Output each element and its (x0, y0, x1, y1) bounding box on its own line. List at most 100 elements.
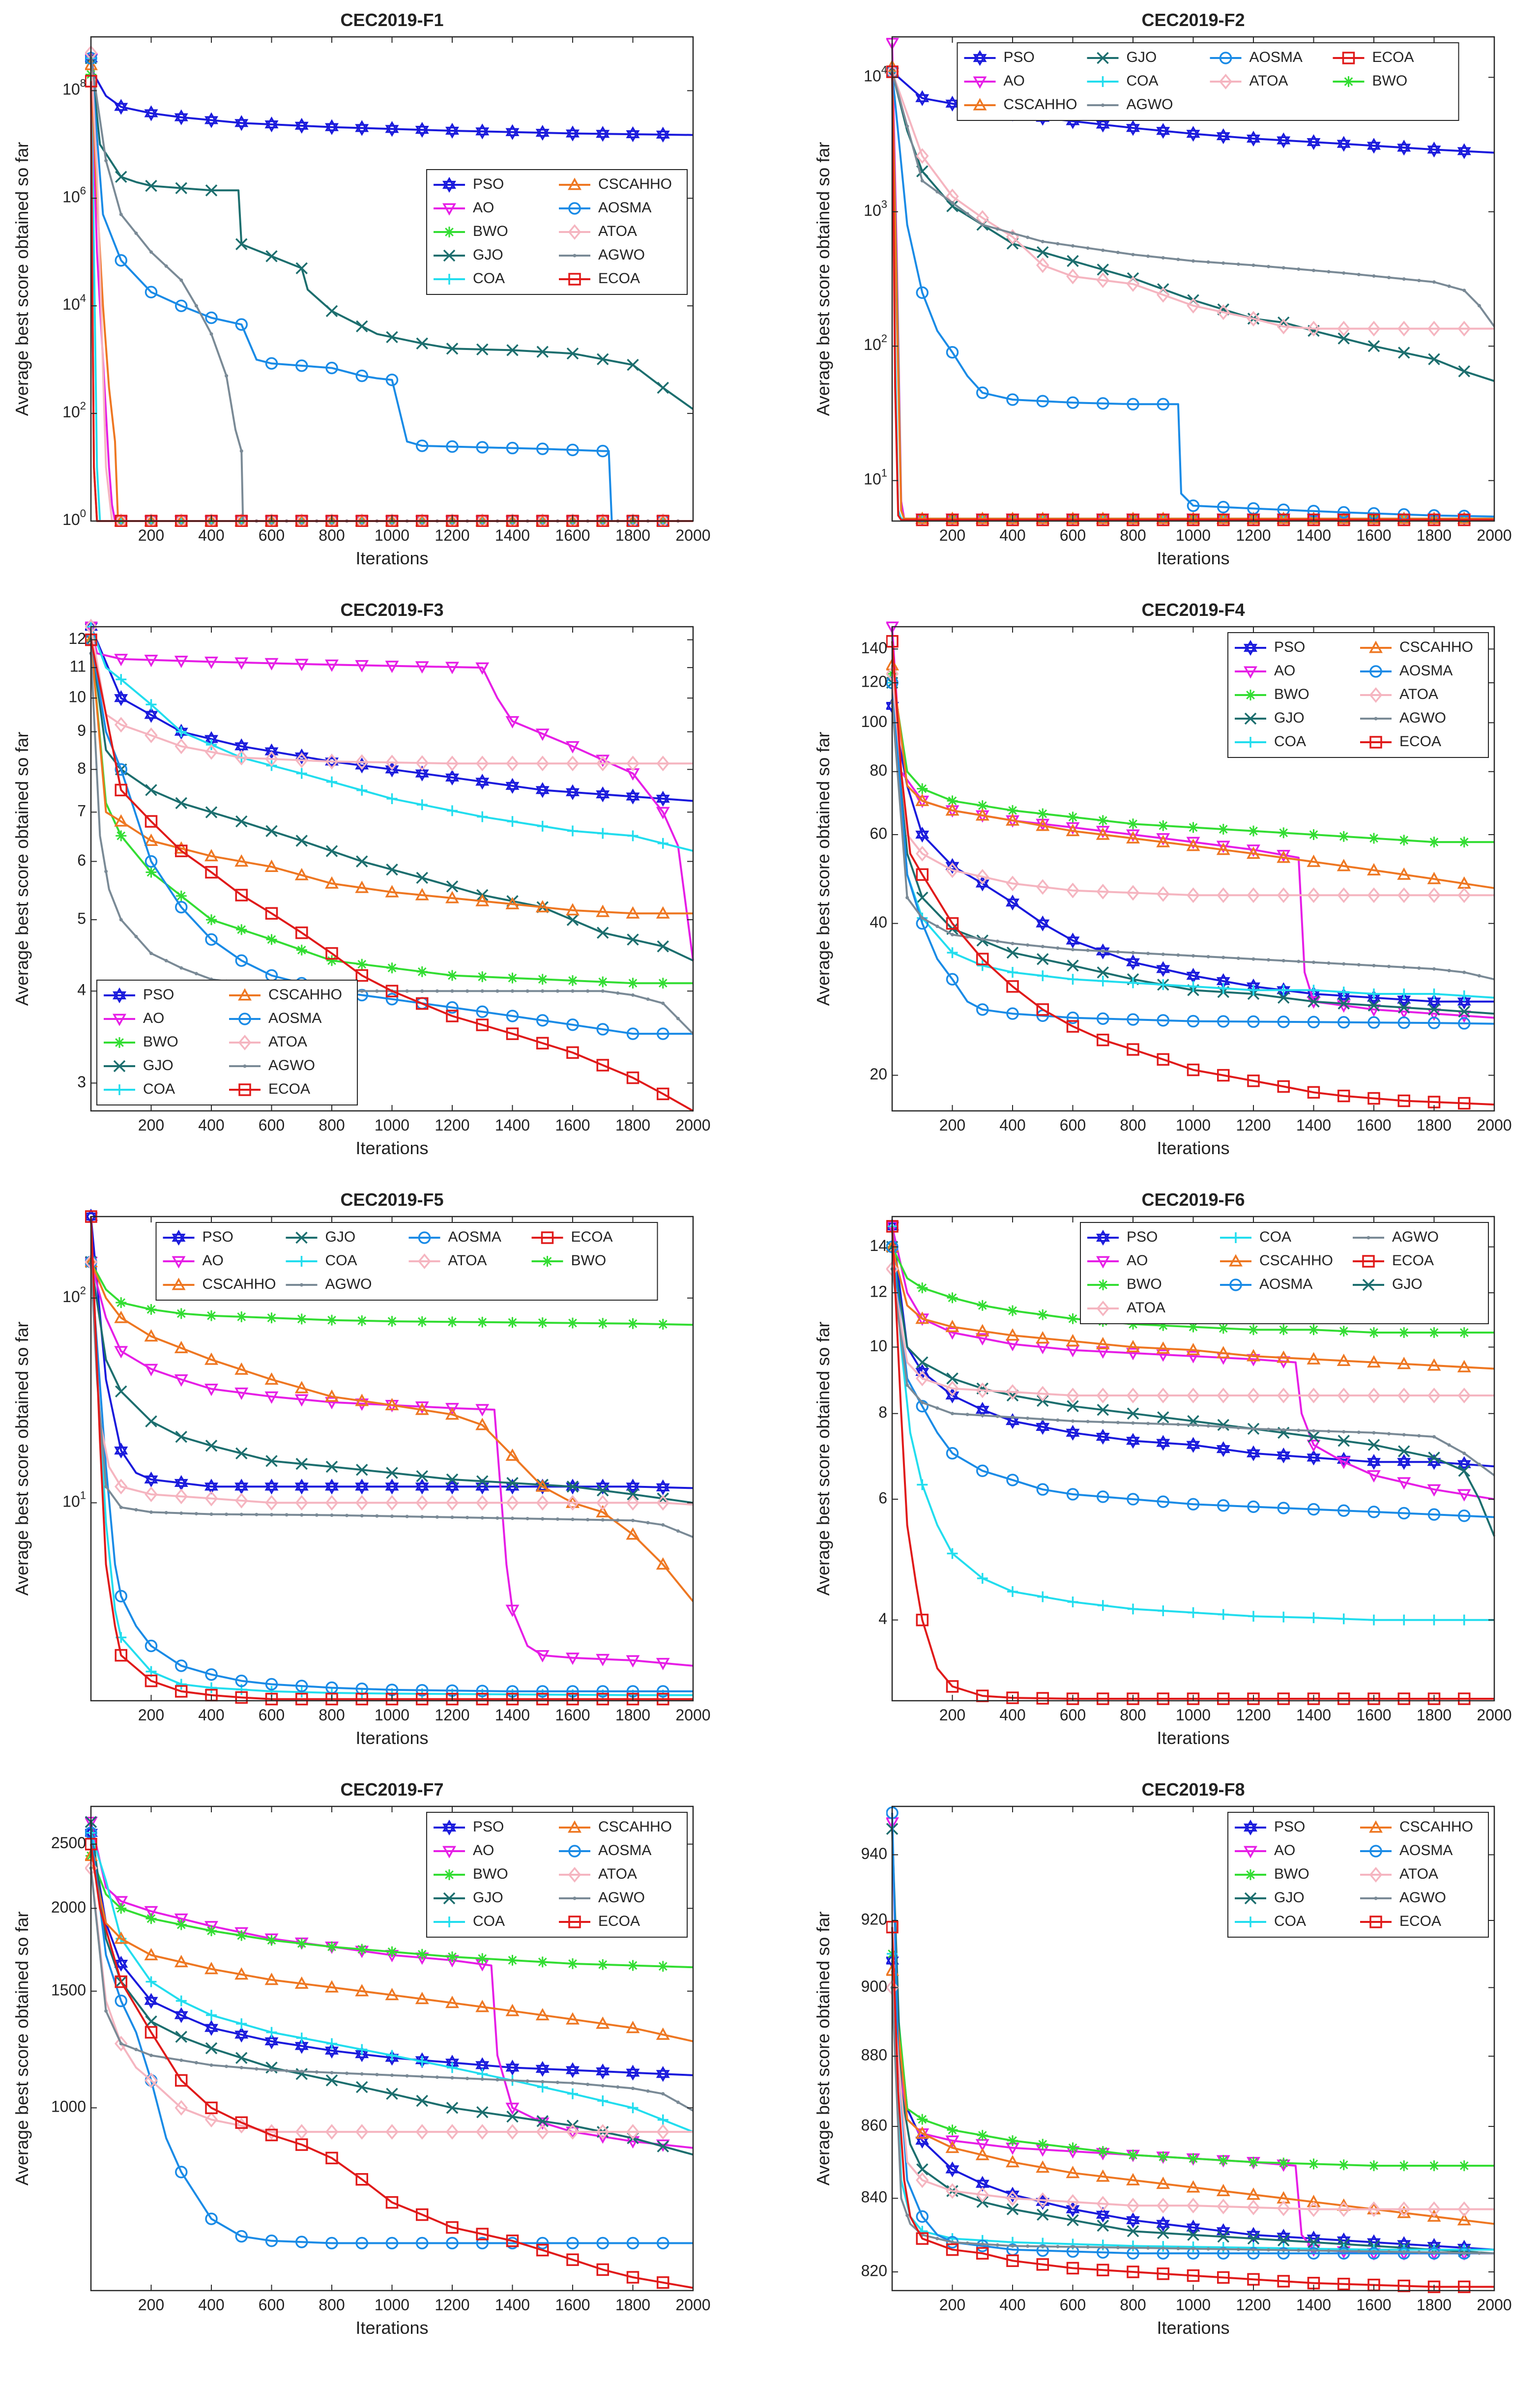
chart-7-legend-label-atoa: ATOA (598, 1866, 637, 1882)
chart-5-xtick-label-1000: 1000 (375, 1706, 409, 1724)
chart-6-atoa-marker-1600 (1367, 1388, 1381, 1403)
chart-6-bwo-marker-100 (917, 1282, 928, 1294)
chart-6-ecoa-marker-1600 (1367, 1692, 1380, 1705)
chart-1-gjo-marker-100 (115, 171, 127, 183)
chart-8-xtick-label-1800: 1800 (1417, 2296, 1452, 2314)
chart-6-coa-marker-1400 (1308, 1612, 1319, 1624)
chart-7-agwo-dot-650 (285, 2069, 289, 2073)
chart-3-title: CEC2019-F3 (340, 600, 443, 620)
chart-3-aosma-marker-1000 (385, 992, 399, 1006)
chart-6-gjo-marker-1900 (1458, 1465, 1470, 1477)
chart-4-agwo-marker-1300 (1281, 959, 1285, 962)
chart-7-legend-item-agwo: AGWO (559, 1889, 645, 1906)
chart-3-legend-marker-ao (113, 1014, 126, 1026)
chart-6-pso-marker-1200 (1247, 1445, 1260, 1461)
chart-1-aosma-marker-1600 (566, 443, 579, 457)
chart-7-agwo-dot-1450 (525, 2079, 529, 2083)
chart-7-pso-marker-600 (264, 2033, 279, 2050)
chart-4-atoa-marker-100 (915, 845, 929, 862)
chart-7-pso-marker-1500 (535, 2061, 550, 2077)
chart-1-atoa-marker-1300 (475, 513, 489, 527)
chart-7-agwo-marker-1900 (661, 2092, 665, 2096)
chart-5-cscahho-marker-1100 (415, 1402, 429, 1415)
chart-6-xtick-label-1600: 1600 (1356, 1706, 1391, 1724)
chart-7-ao-marker-1400 (505, 2102, 520, 2115)
chart-1-legend-marker-aosma (568, 202, 581, 215)
chart-2-legend-item-ecoa: ECOA (1333, 49, 1414, 65)
chart-8-agwo-marker-1300 (1281, 2248, 1285, 2252)
chart-6-agwo-marker-700 (1101, 1420, 1105, 1424)
chart-7-gjo-marker-1300 (476, 2106, 489, 2119)
chart-4-bwo-marker-1700 (1398, 835, 1410, 846)
chart-8-atoa-line (891, 1987, 1494, 2210)
chart-3-pso-marker-1400 (505, 778, 520, 794)
chart-3-ecoa-marker-1900 (657, 1087, 669, 1101)
chart-3-ecoa-marker-300 (175, 844, 188, 857)
chart-2-agwo-dot-550 (1056, 242, 1060, 246)
chart-2-agwo-marker-1900 (1462, 289, 1466, 292)
chart-4-legend-item-agwo: AGWO (1360, 710, 1446, 726)
chart-1-legend-label-ao: AO (473, 200, 494, 216)
chart-7-aosma-marker-800 (325, 2237, 338, 2250)
chart-4-xtick-label-400: 400 (999, 1116, 1025, 1134)
chart-6-ecoa-marker-1200 (1247, 1692, 1260, 1705)
chart-6-atoa-marker-1300 (1277, 1388, 1290, 1403)
chart-2-aosma-marker-700 (1097, 397, 1109, 410)
chart-3-ecoa-marker-1300 (476, 1018, 489, 1031)
chart-6-ao-marker-800 (1126, 1348, 1140, 1361)
chart-8-atoa-marker-1400 (1307, 2201, 1320, 2217)
chart-2-legend-marker-pso (973, 50, 987, 66)
chart-2-agwo-dot-250 (965, 212, 969, 216)
chart-5-aosma-marker-1500 (536, 1685, 549, 1698)
chart-8-gjo-marker-900 (1157, 2227, 1169, 2239)
chart-6-legend-label-coa: COA (1259, 1229, 1291, 1245)
chart-4-legend-item-aosma: AOSMA (1360, 663, 1453, 679)
chart-3-cscahho-marker-800 (325, 876, 339, 889)
chart-6-coa-marker-900 (1158, 1605, 1169, 1617)
chart-3-pso-marker-1000 (385, 761, 399, 778)
chart-4-aosma-line (891, 682, 1495, 1025)
chart-7-agwo-marker-800 (330, 2071, 334, 2075)
chart-6-agwo-dot-1750 (1417, 1434, 1421, 1438)
chart-5-atoa-marker-1300 (475, 1495, 489, 1511)
chart-8-cscahho-marker-100 (915, 2126, 930, 2139)
chart-5-legend-label-cscahho: CSCAHHO (203, 1276, 276, 1292)
chart-7-pso-marker-1800 (626, 2064, 640, 2081)
chart-7-coa-marker-700 (296, 2033, 307, 2044)
chart-4-atoa-marker-1200 (1247, 887, 1260, 903)
chart-2-series-ecoa (886, 65, 1494, 526)
chart-8-agwo-marker-1700 (1402, 2250, 1406, 2254)
chart-5-atoa-marker-600 (265, 1495, 278, 1511)
chart-4-agwo-dot-750 (1116, 950, 1120, 954)
chart-4-agwo-marker-1200 (1251, 957, 1255, 961)
chart-2-agwo-dot-1150 (1236, 262, 1240, 266)
chart-4-bwo-marker-600 (1067, 812, 1078, 823)
chart-1-pso-marker-300 (174, 109, 188, 125)
chart-6-ecoa-marker-100 (916, 1613, 929, 1627)
chart-8-bwo-marker-1500 (1338, 2159, 1349, 2171)
chart-3-ao-marker-500 (234, 657, 249, 670)
chart-2-legend-label-agwo: AGWO (1127, 96, 1173, 113)
chart-5-agwo-dot-1450 (525, 1516, 529, 1520)
chart-6-legend-marker-ao (1096, 1256, 1110, 1269)
chart-6-coa-marker-1100 (1218, 1609, 1229, 1620)
chart-7-series-cscahho (85, 1849, 694, 2042)
chart-3-ao-marker-1500 (535, 728, 550, 741)
chart-7-agwo-marker-1500 (541, 2080, 545, 2084)
chart-7-pso-marker-400 (204, 2020, 218, 2036)
chart-6-pso-marker-1900 (1457, 1456, 1471, 1472)
chart-3-atoa-marker-200 (145, 727, 158, 743)
chart-7-agwo-dot-950 (375, 2073, 379, 2077)
chart-6-agwo-dot-1250 (1267, 1427, 1271, 1431)
chart-4-legend-label-atoa: ATOA (1399, 686, 1438, 702)
chart-5-gjo-marker-1300 (476, 1475, 489, 1487)
chart-3-agwo-dot-1150 (435, 989, 439, 993)
chart-7-legend-item-atoa: ATOA (559, 1866, 637, 1883)
chart-1-gjo-marker-500 (235, 238, 248, 251)
chart-3-gjo-marker-300 (175, 797, 187, 810)
chart-3-aosma-marker-1900 (657, 1027, 669, 1040)
chart-5-gjo-marker-500 (235, 1447, 248, 1460)
chart-4-gjo-marker-1500 (1337, 997, 1350, 1010)
chart-2-legend-item-bwo: BWO (1333, 73, 1407, 89)
chart-8-pso-line (891, 1960, 1495, 2251)
